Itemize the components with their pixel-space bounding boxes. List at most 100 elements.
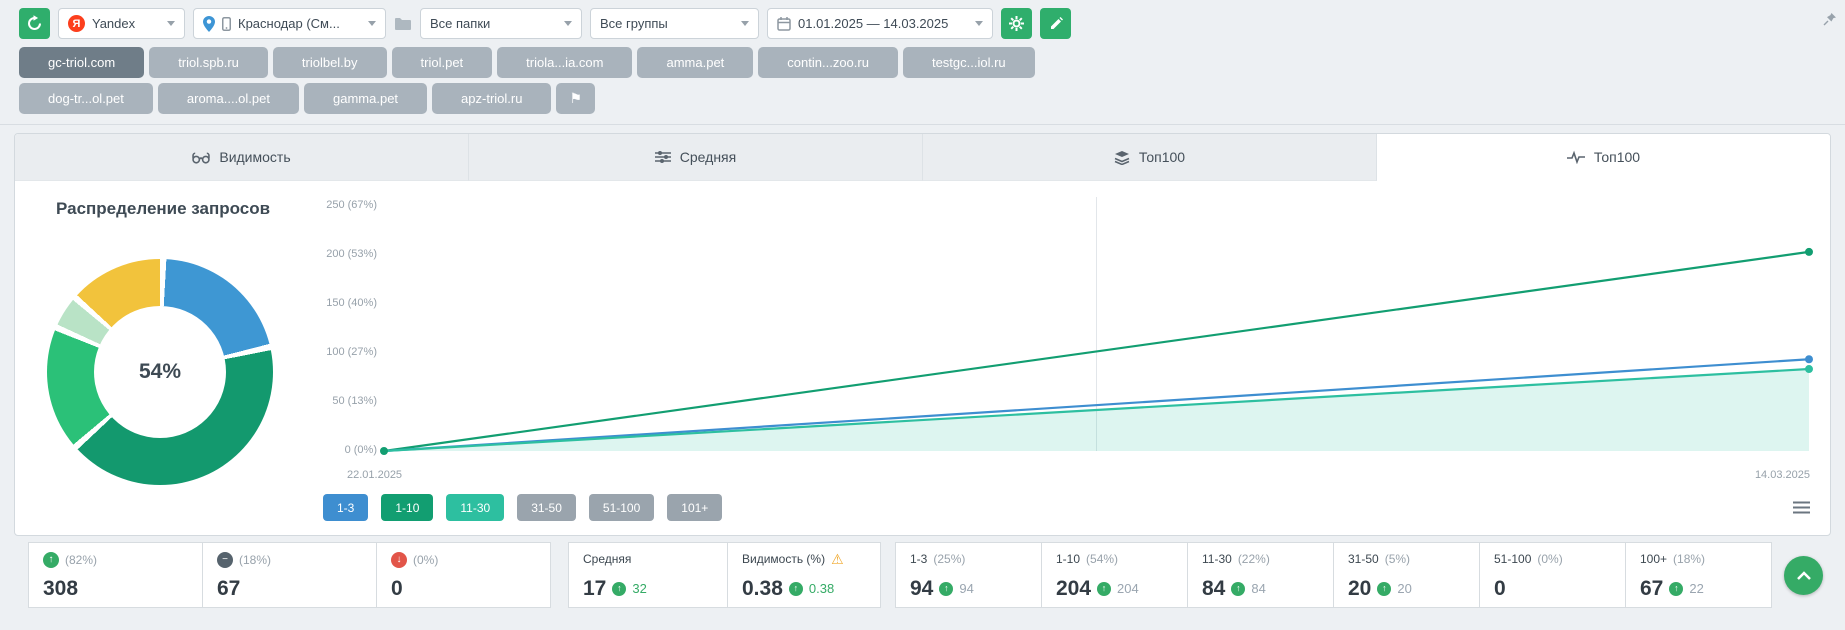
scroll-top-button[interactable] [1784,556,1823,595]
y-axis-tick: 250 (67%) [326,199,377,211]
domain-tabs-row-2: dog-tr...ol.pet aroma....ol.pet gamma.pe… [19,83,596,114]
stat-card-risen: ↑ (82%) 308 [28,542,203,608]
map-pin-icon [203,15,215,32]
groups-select[interactable]: Все группы [590,8,759,39]
y-axis-tick: 50 (13%) [332,395,377,407]
stat-card-average: Средняя 17 ↑ 32 [568,542,728,608]
domain-tab[interactable]: gc-triol.com [19,47,145,78]
donut-chart[interactable]: 54% [47,259,273,485]
domain-tab[interactable]: aroma....ol.pet [157,83,299,114]
chevron-down-icon [975,21,983,26]
flag-pill-button[interactable]: ⚑ [556,83,596,114]
ranges-group: 1-3 (25%) 94 ↑ 94 1-10 (54%) 204 ↑ 204 1… [895,542,1772,608]
chevron-down-icon [564,21,572,26]
legend-button-101plus[interactable]: 101+ [667,494,723,521]
domain-tab[interactable]: triola...ia.com [497,47,633,78]
settings-button[interactable] [1001,8,1032,39]
date-range-picker[interactable]: 01.01.2025 — 14.03.2025 [767,8,993,39]
stat-delta: 204 [1117,581,1139,596]
stat-card-range-100plus: 100+ (18%) 67 ↑ 22 [1625,542,1772,608]
stat-delta: 94 [959,581,974,596]
domain-tab[interactable]: triol.pet [391,47,493,78]
legend-button-11-30[interactable]: 11-30 [446,494,505,521]
stat-delta: 32 [632,581,647,596]
stat-label: 1-10 [1056,552,1081,566]
stat-delta: 84 [1251,581,1266,596]
chevron-up-icon [1796,570,1811,580]
hamburger-icon [1793,501,1810,514]
stat-pct: (5%) [1384,552,1411,566]
up-circle-icon: ↑ [612,581,627,596]
up-circle-icon: ↑ [939,581,954,596]
stat-card-dropped: ↓ (0%) 0 [376,542,551,608]
x-axis-start-label: 22.01.2025 [347,469,403,481]
tab-label: Топ100 [1138,149,1186,165]
stat-value: 67 [217,577,241,600]
query-distribution-pane: Распределение запросов 54% [15,181,325,535]
tab-label: Средняя [679,149,737,165]
stat-value: 17 [583,577,607,600]
stat-pct: (18%) [239,553,272,567]
domain-tab[interactable]: amma.pet [637,47,754,78]
stat-card-range-51-100: 51-100 (0%) 0 [1479,542,1626,608]
stat-value: 0 [1494,577,1506,600]
stat-label: 1-3 [910,552,928,566]
date-range-value: 01.01.2025 — 14.03.2025 [798,16,949,31]
domain-tab[interactable]: apz-triol.ru [432,83,552,114]
refresh-button[interactable] [19,8,50,39]
tab-label: Топ100 [1593,149,1641,165]
tab-label: Видимость [219,149,291,165]
y-axis-tick: 100 (27%) [326,346,377,358]
folders-select[interactable]: Все папки [420,8,582,39]
region-select[interactable]: Краснодар (См... [193,8,386,39]
pulse-icon [1566,150,1585,164]
domain-tab[interactable]: dog-tr...ol.pet [19,83,153,114]
groups-value: Все группы [600,16,668,31]
tab-top100-layers[interactable]: Топ100 [923,134,1377,181]
legend-button-1-10[interactable]: 1-10 [381,494,434,521]
up-circle-icon: ↑ [1377,581,1392,596]
legend-button-51-100[interactable]: 51-100 [588,494,655,521]
stat-label: 100+ [1640,552,1668,566]
tab-top100-chart[interactable]: Топ100 [1377,134,1830,181]
down-circle-icon: ↓ [391,552,407,568]
gear-icon [1009,16,1024,31]
tab-visibility[interactable]: Видимость [15,134,469,181]
stat-card-unchanged: − (18%) 67 [202,542,377,608]
region-value: Краснодар (См... [238,16,340,31]
up-circle-icon: ↑ [1669,581,1684,596]
domain-tab[interactable]: triol.spb.ru [149,47,268,78]
edit-button[interactable] [1040,8,1071,39]
stat-pct: (82%) [65,553,98,567]
stat-label: Видимость (%) [742,552,826,566]
stat-value: 20 [1348,577,1372,600]
layers-icon [1114,150,1130,165]
stat-card-range-1-3: 1-3 (25%) 94 ↑ 94 [895,542,1042,608]
chevron-down-icon [368,21,376,26]
search-engine-select[interactable]: Я Yandex [58,8,185,39]
domain-tab[interactable]: gamma.pet [304,83,428,114]
domain-tab[interactable]: testgc...iol.ru [902,47,1035,78]
legend-button-1-3[interactable]: 1-3 [323,494,369,521]
glasses-icon [192,151,211,164]
domain-tab[interactable]: contin...zoo.ru [758,47,898,78]
legend-button-31-50[interactable]: 31-50 [517,494,576,521]
up-circle-icon: ↑ [788,581,803,596]
calendar-icon [777,16,791,31]
main-panel: Видимость Средняя Топ100 Топ100 Распреде… [14,133,1831,536]
stat-value: 67 [1640,577,1664,600]
refresh-icon [28,15,41,30]
chevron-down-icon [741,21,749,26]
tab-average[interactable]: Средняя [469,134,923,181]
line-chart[interactable] [325,181,1830,535]
pushpin-icon[interactable] [1823,12,1837,31]
summary-group: ↑ (82%) 308 − (18%) 67 ↓ (0%) 0 [28,542,551,608]
stat-pct: (54%) [1086,552,1119,566]
chart-menu-button[interactable] [1793,501,1810,514]
domain-tab[interactable]: triolbel.by [272,47,387,78]
stat-label: 31-50 [1348,552,1379,566]
stat-delta: 0.38 [808,581,835,596]
stat-pct: (22%) [1237,552,1270,566]
stat-value: 0 [391,577,403,600]
folder-icon[interactable] [394,17,412,31]
